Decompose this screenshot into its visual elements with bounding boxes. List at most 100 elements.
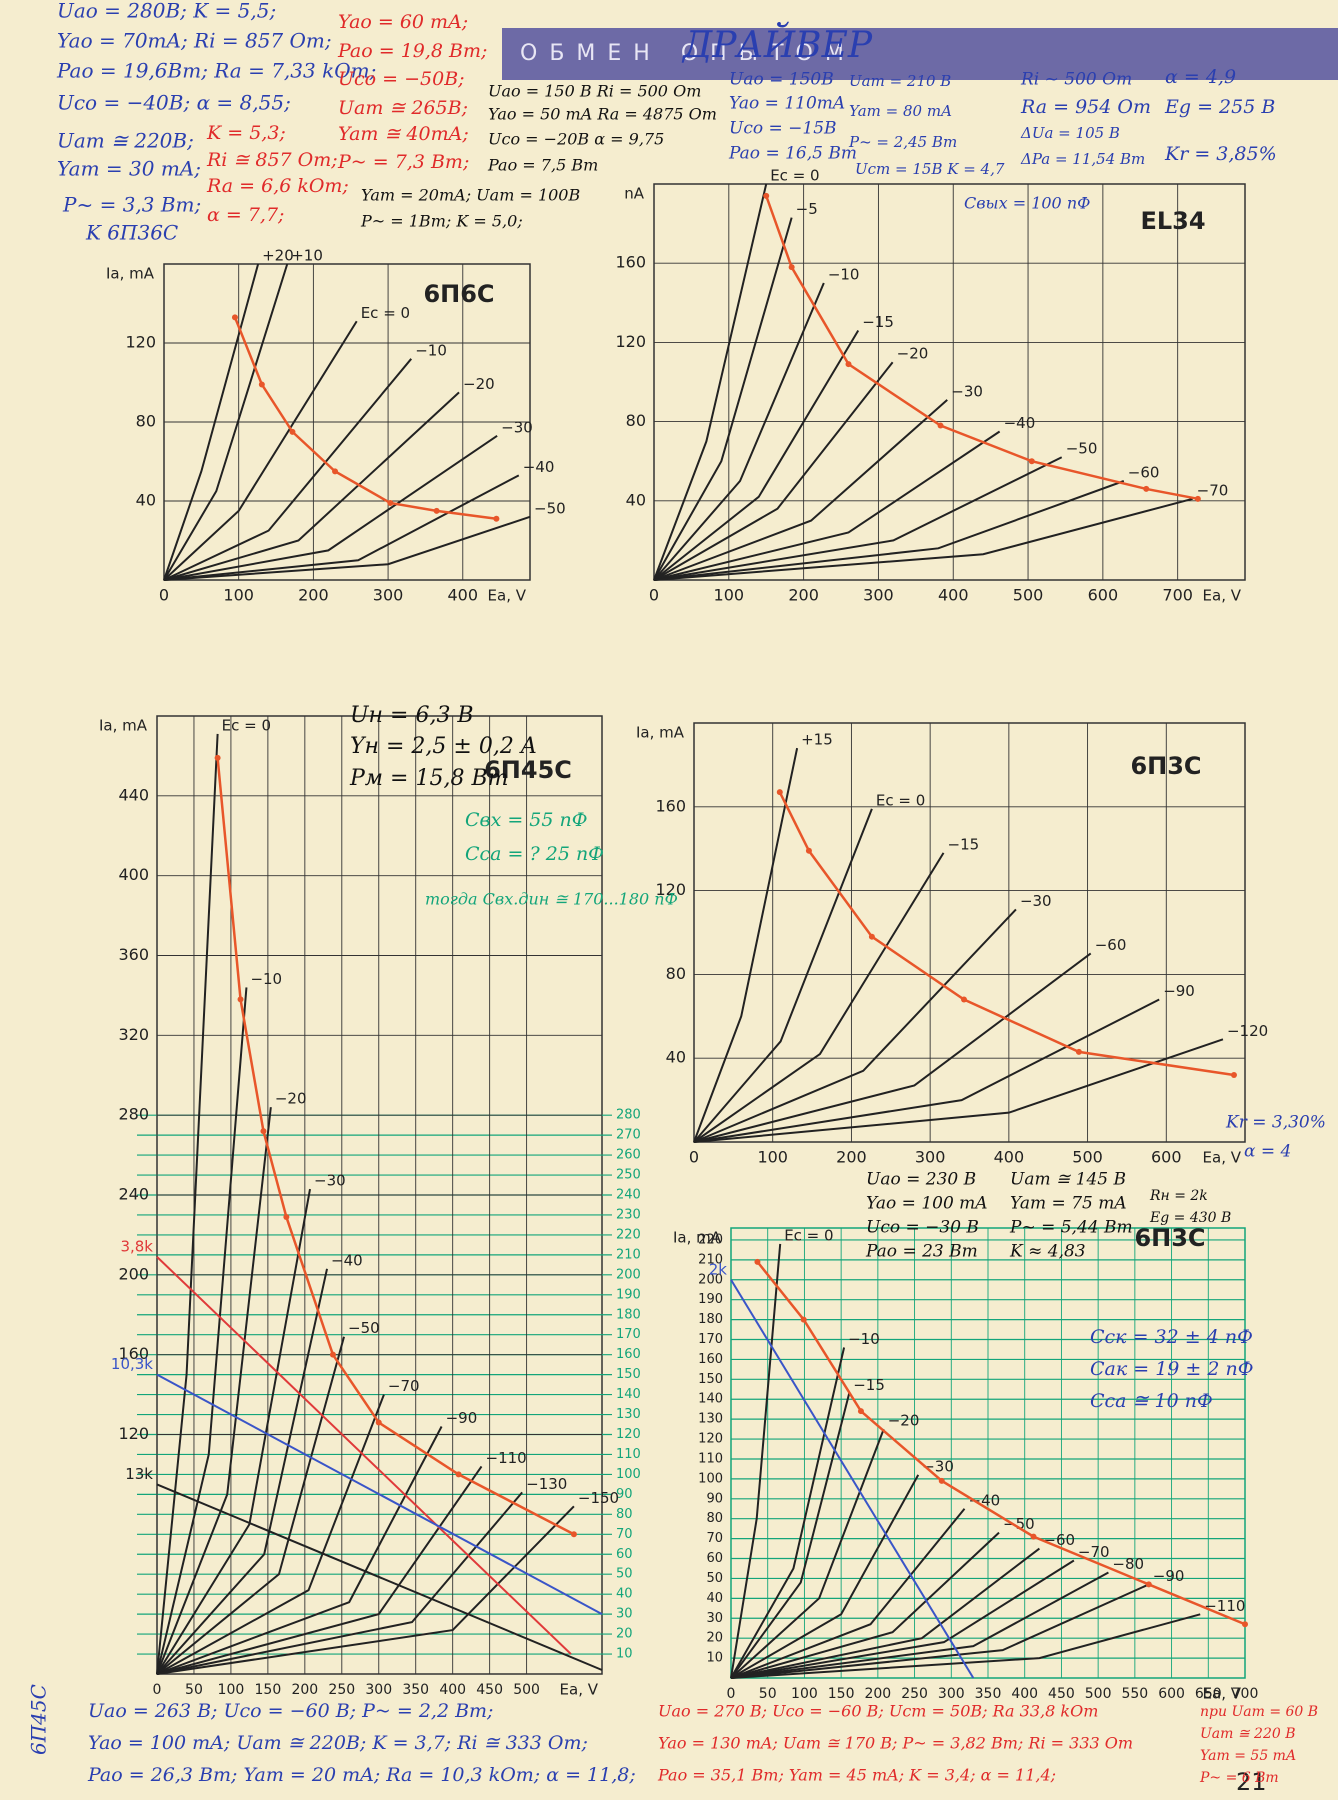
load-point [455,1471,462,1478]
handwritten-note: Yao = 100 mA; Uam ≅ 220B; K = 3,7; Ri ≅ … [88,1732,588,1754]
curve-label: −120 [1227,1022,1268,1040]
curve-label: −50 [534,499,566,517]
handwritten-overlay: ДРАЙВЕР [681,22,873,66]
plate-curve [156,1373,603,1616]
y-axis-label: nA [624,185,645,203]
y-tick-label: 160 [698,1352,723,1367]
load-point [283,1213,290,1220]
x-tick-label: 600 [1151,1148,1182,1167]
y2-tick-label: 280 [616,1108,641,1123]
load-point [1075,1048,1082,1055]
handwritten-note: P~ = 7,3 Bт; [337,151,469,173]
chart: 40 80 120 0 100 200 300 400 Ea, V Ia, mA 6П6С +20+1… [106,247,566,605]
handwritten-note: Uco = −15B [729,119,837,139]
y-tick-label: 50 [706,1571,723,1586]
handwritten-note: Yн = 2,5 ± 0,2 A [350,734,537,759]
y-tick-label: 80 [626,411,646,430]
plate-curve [163,474,520,581]
y-tick-label: 110 [698,1451,723,1466]
y2-tick-label: 30 [616,1607,633,1622]
plate-curve [730,1531,1000,1679]
curve-label: −20 [463,375,495,393]
handwritten-note: Yam = 80 mA [849,102,952,120]
curve-label: Ec = 0 [222,716,271,734]
plate-curve [653,361,894,581]
load-point [763,192,770,199]
handwritten-note: Eg = 255 B [1164,96,1275,118]
load-point [289,428,296,435]
header-band [502,28,1338,80]
y-tick-label: 80 [706,1511,723,1526]
load-point [332,468,339,475]
y-tick-label: 120 [655,880,686,899]
load-point [938,1477,945,1484]
x-tick-label: 300 [863,586,894,605]
plate-curve [156,1107,272,1675]
handwritten-note: P~ = 2,45 Bт [848,133,957,151]
handwritten-note: Cвх = 55 пФ [465,809,588,831]
curve-label: −30 [1020,892,1052,910]
y2-tick-label: 180 [616,1307,641,1322]
y-tick-label: 200 [118,1264,149,1283]
y-tick-label: 400 [118,865,149,884]
plate-curve [653,480,1125,581]
x-tick-label: 0 [689,1148,699,1167]
chart-title: 6П3С [1134,1224,1205,1252]
x-tick-label: 200 [298,586,329,605]
load-point [231,314,238,321]
x-tick-label: 100 [223,586,254,605]
curve-label: −90 [1163,982,1195,1000]
plate-curve [156,1268,328,1675]
handwritten-note: Rн = 2k [1149,1188,1208,1204]
handwritten-note: Yao = 100 mA [866,1194,988,1214]
x-tick-label: 400 [1011,1686,1038,1702]
x-tick-label: 400 [448,586,479,605]
handwritten-note: Pao = 26,3 Bт; Yam = 20 mA; Ra = 10,3 kO… [87,1764,636,1786]
y2-tick-label: 270 [616,1128,641,1143]
curve-label: −10 [828,266,860,284]
y2-tick-label: 60 [616,1547,633,1562]
y-tick-label: 120 [118,1424,149,1443]
y-tick-label: 170 [698,1332,723,1347]
plate-curve [156,1505,575,1675]
plate-curve [156,987,248,1675]
y-axis-label: Ia, mA [99,717,148,735]
curve-label: −70 [1078,1543,1110,1561]
plate-curve [163,320,358,581]
handwritten-note: ΔPa = 11,54 Bт [1020,150,1145,168]
curve-label: −60 [1128,464,1160,482]
y-tick-label: 280 [118,1105,149,1124]
plate-curve [730,1474,920,1679]
plate-curve [156,1483,603,1671]
x-axis-label: Ea, V [488,587,527,605]
curve-label: −20 [897,345,929,363]
y-tick-label: 160 [655,796,686,815]
handwritten-note: Ra = 954 Om [1020,96,1151,118]
load-point [1145,1581,1152,1588]
plate-curve [730,1243,782,1679]
x-tick-label: 600 [1158,1686,1185,1702]
handwritten-note: Pм = 15,8 Bт [349,766,508,791]
x-tick-label: 500 [513,1682,540,1698]
x-tick-label: 50 [759,1686,777,1702]
plot-area [653,183,1246,581]
handwritten-note: Pao = 35,1 Bт; Yam = 45 mA; K = 3,4; α =… [657,1766,1056,1785]
y-tick-label: 80 [136,412,156,431]
curve-label: 13k [125,1465,153,1483]
load-point [800,1316,807,1323]
x-tick-label: 150 [828,1686,855,1702]
curve-label: −15 [862,313,894,331]
curve-label: −90 [1153,1567,1185,1585]
y2-tick-label: 130 [616,1407,641,1422]
handwritten-note: Ccк = 32 ± 4 пФ [1090,1326,1253,1348]
y-tick-label: 40 [666,1048,686,1067]
y2-tick-label: 190 [616,1287,641,1302]
plate-curve [163,434,498,581]
curve-label: −30 [922,1457,954,1475]
handwritten-note: Ucm = 15B K = 4,7 [855,160,1005,178]
y2-tick-label: 100 [616,1467,641,1482]
y2-tick-label: 40 [616,1587,633,1602]
x-axis-label: Ea, V [560,1681,599,1699]
curve-label: −15 [948,835,980,853]
